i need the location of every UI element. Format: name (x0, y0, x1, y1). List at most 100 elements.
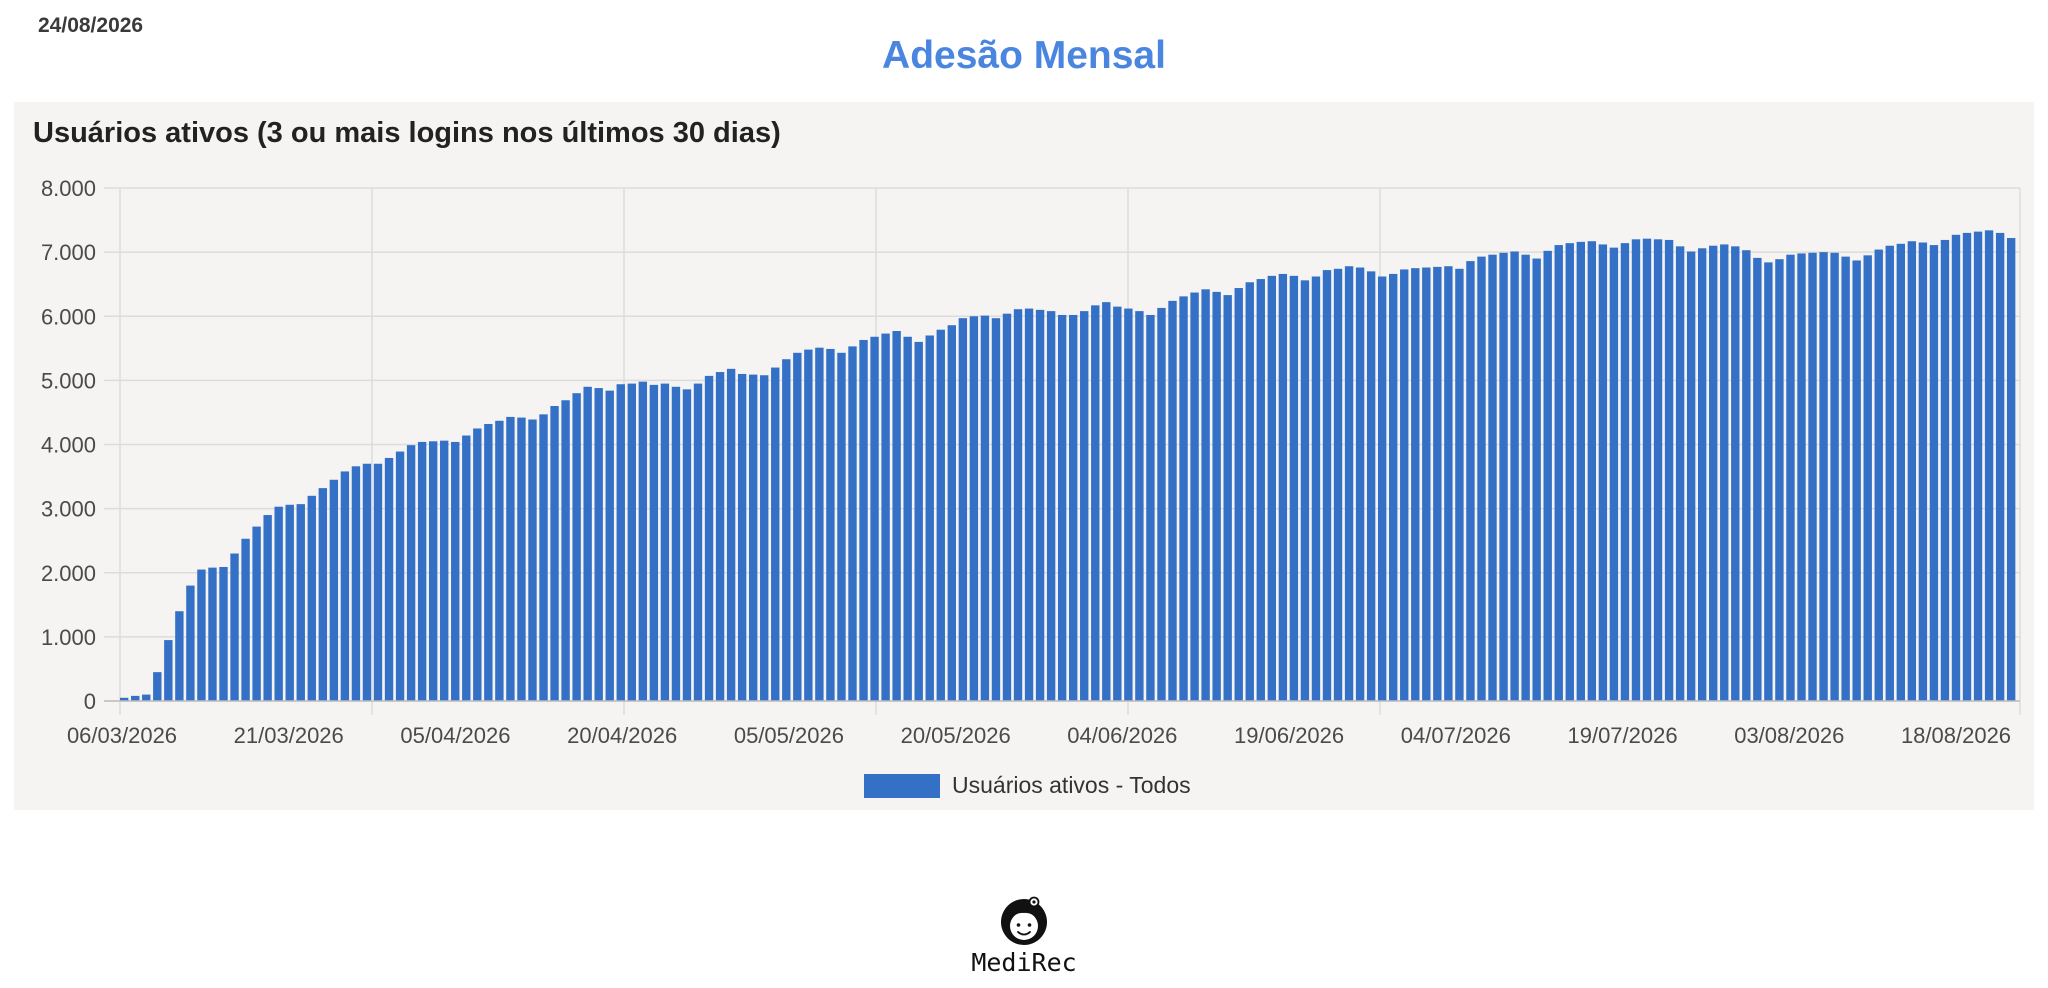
bar (1885, 245, 1894, 701)
bar (1422, 267, 1431, 701)
bar (649, 384, 659, 701)
bar (1411, 268, 1420, 701)
bar (362, 463, 372, 701)
bar (583, 386, 592, 701)
bar (1377, 276, 1387, 701)
bar (1311, 276, 1321, 701)
bar (1863, 255, 1872, 702)
bar (329, 479, 339, 701)
bar (704, 375, 714, 701)
bar (991, 318, 1001, 701)
x-tick-label: 04/06/2026 (1067, 723, 1177, 748)
bar (1786, 254, 1795, 701)
bar (1510, 251, 1519, 701)
bar (1609, 247, 1619, 702)
bar (506, 416, 515, 701)
bar (1466, 261, 1475, 701)
bar (1201, 289, 1210, 701)
bar (495, 420, 504, 701)
bar (1742, 250, 1751, 702)
bar (925, 335, 934, 701)
bar (1013, 309, 1023, 701)
y-tick-label: 6.000 (41, 304, 96, 329)
bar (1587, 241, 1597, 701)
bar (1333, 268, 1343, 701)
bar (1664, 239, 1674, 701)
bar (969, 316, 979, 701)
bar (307, 495, 316, 701)
x-tick-label: 05/05/2026 (734, 723, 844, 748)
bar (1212, 291, 1221, 701)
bar (230, 553, 239, 701)
bar (1874, 249, 1883, 701)
bar (1278, 273, 1288, 701)
bar (1355, 267, 1365, 701)
bar (1080, 311, 1089, 701)
bar (1444, 266, 1453, 701)
bar (572, 393, 581, 701)
bar (285, 504, 294, 701)
bar (1753, 257, 1762, 701)
bar (1973, 231, 1983, 702)
bar (1841, 256, 1850, 701)
bar (748, 374, 758, 701)
bar (451, 441, 460, 701)
bar (958, 318, 968, 701)
bar (1256, 279, 1265, 701)
bar (1940, 239, 1950, 701)
bar (142, 694, 151, 701)
bar (782, 359, 791, 701)
bar (1675, 246, 1685, 701)
brand-name: MediRec (971, 948, 1077, 977)
y-tick-label: 2.000 (41, 561, 96, 586)
bar (1102, 302, 1111, 701)
y-tick-label: 7.000 (41, 240, 96, 265)
page-title: Adesão Mensal (882, 34, 1166, 77)
bar (1830, 252, 1839, 702)
x-tick-label: 18/08/2026 (1901, 723, 2011, 748)
bar (760, 375, 769, 701)
bar (1002, 313, 1012, 701)
x-tick-label: 19/07/2026 (1567, 723, 1677, 748)
bar (131, 695, 140, 701)
bar (241, 538, 250, 701)
bar (1984, 230, 1994, 701)
y-tick-label: 5.000 (41, 368, 96, 393)
bar (1620, 243, 1630, 701)
bar (638, 381, 648, 701)
chart-legend[interactable]: Usuários ativos - Todos (864, 772, 1191, 799)
bar (859, 339, 868, 701)
bar (660, 383, 670, 701)
bar (804, 349, 813, 701)
legend-swatch (864, 773, 940, 798)
bar (870, 336, 879, 701)
bar (837, 352, 846, 701)
bar (1697, 248, 1707, 701)
bar (594, 388, 603, 701)
bar (1455, 268, 1464, 701)
bar (1190, 292, 1199, 701)
bar (826, 348, 835, 701)
bar (219, 566, 228, 701)
bar (1532, 258, 1541, 701)
bar (384, 457, 394, 701)
bar (1598, 244, 1608, 701)
bar (417, 441, 427, 701)
bar (1400, 269, 1409, 701)
bar (1135, 311, 1144, 701)
x-tick-label: 03/08/2026 (1734, 723, 1844, 748)
bar (406, 445, 416, 701)
bar (2006, 238, 2016, 701)
bar (1731, 246, 1740, 701)
bar (186, 585, 195, 701)
bar (693, 383, 703, 701)
bar (428, 441, 438, 701)
bar (1764, 262, 1773, 701)
bar (1488, 254, 1497, 701)
bar (737, 373, 747, 701)
bar (1035, 309, 1045, 701)
bar (1775, 259, 1784, 701)
bar-chart: 0 1.000 2.000 3.000 4.000 5.000 6.000 7.000 8.00… (41, 176, 2021, 748)
bar (208, 567, 217, 701)
bar (1686, 251, 1696, 701)
